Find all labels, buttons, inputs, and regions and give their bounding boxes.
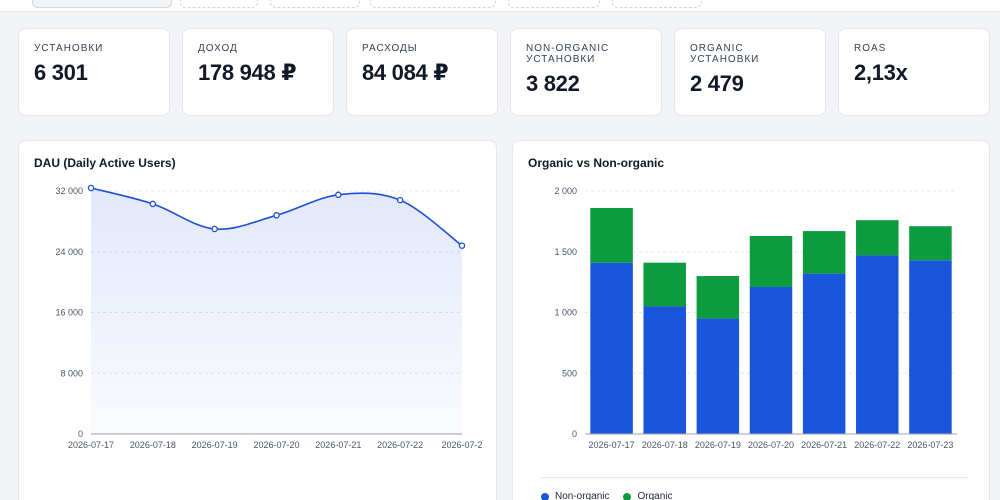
- x-tick-label: 2026-07-21: [801, 440, 847, 450]
- x-tick-label: 2026-07-23: [907, 440, 953, 450]
- kpi-card-expenses: РАСХОДЫ 84 084 ₽: [346, 28, 498, 116]
- chart-title: Organic vs Non-organic: [528, 156, 665, 170]
- kpi-value: 2,13x: [854, 60, 908, 85]
- y-tick-label: 1 000: [554, 308, 577, 318]
- filter-bar: [0, 0, 1000, 12]
- x-tick-label: 2026-07-22: [377, 440, 423, 450]
- kpi-value: 6 301: [34, 60, 88, 85]
- kpi-label: УСТАНОВКИ: [34, 43, 104, 54]
- kpi-value: 2 479: [690, 71, 744, 96]
- bar-nonorganic: [856, 255, 899, 434]
- y-tick-label: 8 000: [60, 368, 83, 378]
- legend-dot-icon: [541, 492, 549, 500]
- x-tick-label: 2026-07-21: [315, 440, 361, 450]
- y-tick-label: 0: [572, 429, 577, 439]
- kpi-card-installs: УСТАНОВКИ 6 301: [18, 28, 170, 116]
- y-tick-label: 2 000: [554, 186, 577, 196]
- kpi-card-roas: ROAS 2,13x: [838, 28, 990, 116]
- date-range-select[interactable]: [32, 0, 172, 8]
- x-tick-label: 2026-07-18: [642, 440, 688, 450]
- dau-data-point: [396, 196, 404, 204]
- kpi-label: ДОХОД: [198, 43, 238, 54]
- bar-organic: [696, 276, 740, 319]
- x-tick-label: 2026-07-18: [130, 440, 176, 450]
- bar-organic: [643, 262, 686, 307]
- kpi-label: ROAS: [854, 43, 887, 54]
- y-tick-label: 500: [562, 368, 577, 378]
- legend-divider: [541, 477, 969, 478]
- y-tick-label: 16 000: [55, 308, 83, 318]
- chart-title: DAU (Daily Active Users): [34, 156, 176, 170]
- filter-chip[interactable]: [508, 0, 600, 8]
- y-tick-label: 0: [78, 429, 83, 439]
- legend-dot-icon: [623, 492, 632, 500]
- kpi-value: 3 822: [526, 71, 580, 96]
- dau-chart-panel: DAU (Daily Active Users) 0 8 000 16 000 24 …: [18, 140, 497, 500]
- dau-area: [91, 187, 462, 434]
- dau-data-point: [149, 200, 157, 208]
- organic-chart-panel: Organic vs Non-organic 0 500 1 000 1 500 2 0…: [512, 140, 990, 500]
- kpi-label: РАСХОДЫ: [362, 43, 418, 54]
- bar-organic: [909, 226, 952, 261]
- legend-label: Organic: [637, 491, 673, 500]
- bar-organic: [749, 235, 793, 287]
- bar-nonorganic: [802, 273, 846, 434]
- filter-chip[interactable]: [370, 0, 496, 8]
- y-tick-label: 24 000: [55, 247, 83, 257]
- bar-nonorganic: [749, 286, 793, 434]
- kpi-card-organic-installs: ORGANIC УСТАНОВКИ 2 479: [674, 28, 826, 116]
- organic-chart: 0 500 1 000 1 500 2 000 2026-07-17 2026-07-18 2…: [554, 186, 957, 450]
- filter-chip[interactable]: [180, 0, 258, 8]
- kpi-value: 178 948 ₽: [198, 60, 297, 85]
- legend-item-nonorganic[interactable]: Non-organic: [541, 491, 609, 500]
- bar-organic: [590, 208, 633, 263]
- dau-data-point: [273, 212, 280, 219]
- x-tick-label: 2026-07-22: [854, 440, 900, 450]
- y-tick-label: 1 500: [554, 247, 577, 257]
- kpi-value: 84 084 ₽: [362, 60, 449, 85]
- bar-nonorganic: [643, 306, 686, 434]
- dau-data-point: [458, 242, 466, 249]
- dau-data-point: [211, 225, 218, 233]
- bar-organic: [802, 231, 846, 274]
- filter-chip[interactable]: [612, 0, 702, 8]
- bar-nonorganic: [590, 262, 633, 434]
- x-tick-label: 2026-07-19: [192, 440, 238, 450]
- x-tick-label: 2026-07-17: [68, 440, 114, 450]
- x-tick-label: 2026-07-17: [589, 440, 635, 450]
- kpi-card-revenue: ДОХОД 178 948 ₽: [182, 28, 334, 116]
- x-tick-label: 2026-07-20: [748, 440, 794, 450]
- kpi-card-nonorganic-installs: NON-ORGANIC УСТАНОВКИ 3 822: [510, 28, 662, 116]
- x-tick-label: 2026-07-19: [695, 440, 741, 450]
- filter-chip[interactable]: [270, 0, 360, 8]
- bar-organic: [856, 220, 899, 256]
- x-tick-label: 2026-07-2: [441, 440, 482, 450]
- legend-label: Non-organic: [555, 491, 610, 500]
- chart-legend: Non-organic Organic: [541, 491, 673, 500]
- dau-data-point: [335, 191, 342, 199]
- dau-data-point: [87, 184, 95, 192]
- kpi-label: ORGANIC УСТАНОВКИ: [690, 43, 760, 65]
- x-tick-label: 2026-07-20: [253, 440, 299, 450]
- dau-chart: 0 8 000 16 000 24 000 32 000 2026-07-17 2026-0…: [55, 184, 483, 450]
- kpi-label: NON-ORGANIC УСТАНОВКИ: [526, 43, 610, 65]
- bar-nonorganic: [696, 318, 740, 434]
- legend-item-organic[interactable]: Organic: [623, 491, 673, 500]
- bar-nonorganic: [909, 260, 952, 434]
- y-tick-label: 32 000: [55, 186, 83, 196]
